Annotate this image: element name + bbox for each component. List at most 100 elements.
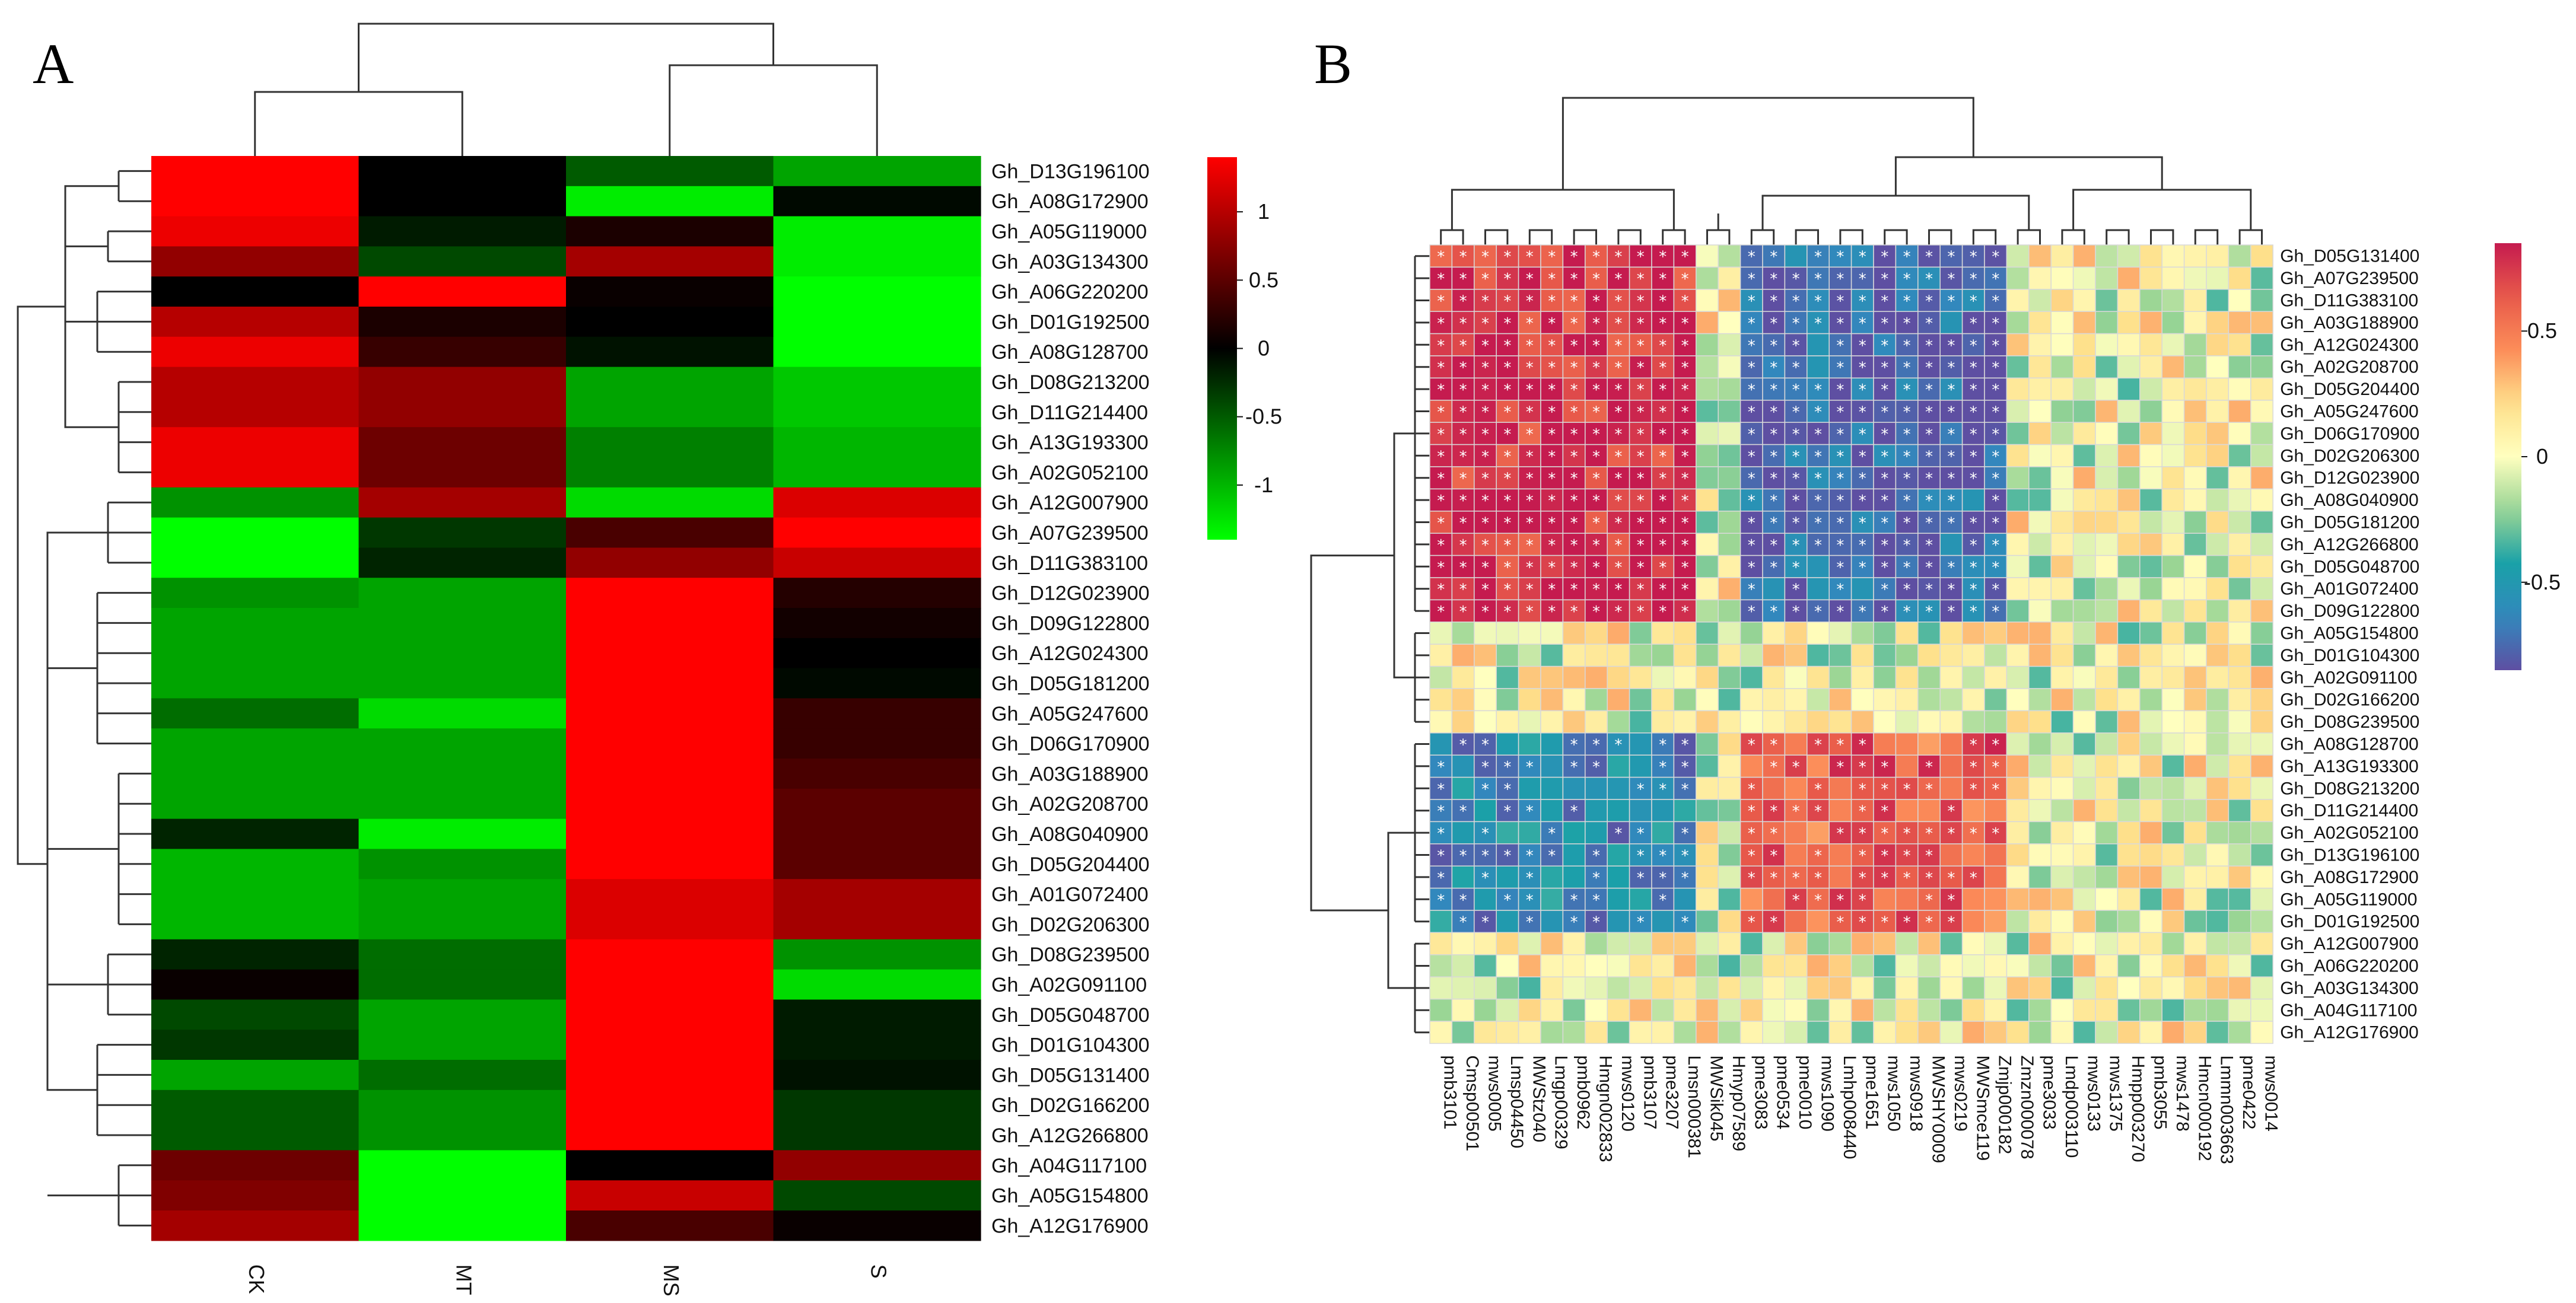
cell-b-34-15 [1762,998,1786,1022]
cell-a-20-3 [773,759,981,789]
cell-b-26-30 [2095,821,2119,845]
cell-b-27-24 [1961,843,1985,866]
cell-b-8-4 [1518,422,1541,445]
cell-b-15-5 [1540,577,1564,601]
cell-b-15-28 [2050,577,2074,601]
significance-star: * [1970,270,1977,288]
significance-star: * [1481,759,1489,776]
cell-b-20-4 [1518,688,1541,712]
significance-star: * [1681,270,1689,288]
cell-a-3-1 [358,246,567,277]
significance-star: * [1836,381,1844,399]
cell-b-15-13 [1718,577,1741,601]
cell-b-28-15 [1762,865,1786,889]
cell-b-20-21 [1895,688,1919,712]
cell-a-5-3 [773,307,981,337]
significance-star: * [1992,825,1999,843]
cell-b-8-35 [2206,422,2230,445]
cell-b-9-33 [2161,444,2185,467]
cell-b-21-22 [1917,710,1941,734]
cell-b-21-31 [2117,710,2141,734]
colorbar-b-tick-label: 0 [2536,444,2548,469]
cell-b-17-12 [1696,622,1719,645]
cell-b-12-37 [2250,511,2273,534]
cell-b-14-30 [2095,555,2119,578]
significance-star: * [1526,470,1534,488]
cell-b-21-19 [1850,710,1874,734]
cell-b-19-35 [2206,665,2230,689]
significance-star: * [1748,448,1756,466]
significance-star: * [1881,515,1888,533]
cell-b-0-3 [1496,244,1519,268]
dendro-link-b-col [2238,229,2263,245]
column-label-a: CK [244,1264,269,1294]
cell-b-11-20 [1873,488,1897,512]
row-label-b: Gh_A04G117100 [2280,1001,2417,1020]
cell-b-25-25 [1984,799,2008,823]
cell-b-33-27 [2028,976,2052,1000]
significance-star: * [1637,249,1645,266]
significance-star: * [1526,759,1534,776]
significance-star: * [1748,337,1756,355]
cell-b-10-13 [1718,466,1741,490]
cell-b-8-24 [1961,422,1985,445]
cell-b-31-3 [1496,932,1519,955]
cell-b-31-4 [1518,932,1541,955]
row-label-a: Gh_D09G122800 [991,612,1150,635]
dendro-link-b-col [2017,229,2041,245]
cell-b-26-17 [1807,821,1830,845]
cell-b-0-24 [1961,244,1985,268]
cell-a-23-0 [151,849,360,880]
cell-b-23-9 [1629,754,1652,778]
significance-star: * [1659,848,1667,865]
cell-b-26-7 [1585,821,1608,845]
cell-b-35-31 [2117,1021,2141,1044]
dendro-link-b-col [1662,229,1686,245]
significance-star: * [1859,559,1866,576]
cell-b-27-26 [2006,843,2030,866]
cell-b-13-36 [2228,533,2251,556]
column-label-b: mws1375 [2106,1055,2126,1131]
cell-b-34-2 [1474,998,1497,1022]
cell-b-15-27 [2028,577,2052,601]
cell-b-25-1 [1451,799,1475,823]
significance-star: * [1659,404,1667,422]
dendro-link-b-col [1972,229,1997,245]
cell-b-31-29 [2072,932,2096,955]
cell-b-5-37 [2250,355,2273,379]
significance-star: * [1925,448,1933,466]
significance-star: * [1792,891,1800,909]
cell-b-21-26 [2006,710,2030,734]
cell-b-28-35 [2206,865,2230,889]
cell-b-35-27 [2028,1021,2052,1044]
significance-star: * [1570,270,1578,288]
cell-b-34-21 [1895,998,1919,1022]
significance-star: * [1859,803,1866,821]
cell-b-33-2 [1474,976,1497,1000]
row-label-a: Gh_D02G166200 [991,1094,1150,1117]
cell-b-22-5 [1540,732,1564,756]
cell-b-27-11 [1673,843,1697,866]
panel-label-a: A [33,32,74,95]
cell-b-28-36 [2228,865,2251,889]
cell-b-19-26 [2006,665,2030,689]
cell-b-20-23 [1939,688,1963,712]
cell-b-24-16 [1784,776,1808,800]
dendro-link-a-row [64,185,119,428]
significance-star: * [1570,492,1578,510]
significance-star: * [1792,448,1800,466]
significance-star: * [1881,381,1888,399]
significance-star: * [1614,581,1622,599]
cell-b-16-15 [1762,599,1786,623]
row-label-b: Gh_A05G119000 [2280,890,2417,909]
cell-b-18-29 [2072,643,2096,667]
significance-star: * [1503,803,1511,821]
cell-b-24-4 [1518,776,1541,800]
significance-star: * [1903,337,1911,355]
significance-star: * [1526,559,1534,576]
cell-b-31-6 [1562,932,1586,955]
cell-b-8-26 [2006,422,2030,445]
cell-b-20-13 [1718,688,1741,712]
significance-star: * [1459,270,1467,288]
significance-star: * [1437,581,1445,599]
